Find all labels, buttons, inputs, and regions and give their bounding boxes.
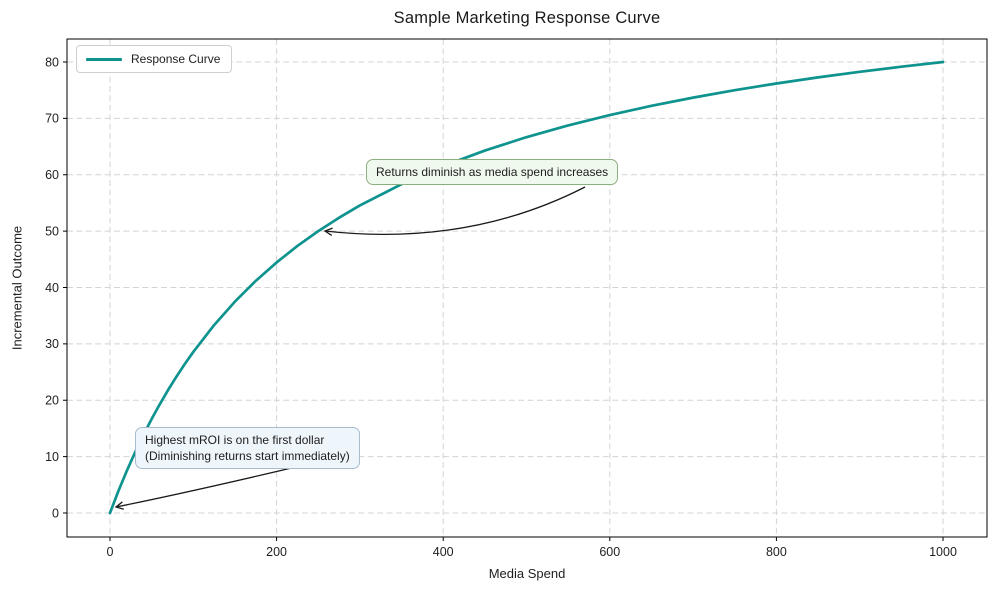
svg-text:0: 0: [107, 545, 114, 559]
plot-border: [66, 38, 988, 538]
y-axis-ticks: 0 10 20 30 40 50 60 70 80: [45, 55, 67, 520]
svg-text:20: 20: [45, 394, 59, 408]
legend-line-swatch: [86, 57, 122, 61]
svg-text:800: 800: [766, 545, 787, 559]
x-axis-label: Media Spend: [488, 566, 566, 581]
response-curve-line: [108, 60, 945, 515]
svg-text:80: 80: [45, 55, 59, 69]
annotation-arrows: [114, 186, 586, 510]
x-axis-ticks: 0 200 400 600 800 1000: [107, 537, 957, 559]
chart-title: Sample Marketing Response Curve: [393, 9, 661, 27]
grid: [67, 39, 987, 537]
annotation-diminishing-returns: Returns diminish as media spend increase…: [366, 159, 619, 185]
y-axis-label: Incremental Outcome: [9, 225, 25, 351]
svg-text:1000: 1000: [929, 545, 957, 559]
svg-text:400: 400: [433, 545, 454, 559]
svg-text:10: 10: [45, 450, 59, 464]
svg-text:200: 200: [266, 545, 287, 559]
legend: Response Curve: [76, 45, 233, 73]
svg-text:60: 60: [45, 168, 59, 182]
annotation-highest-mroi: Highest mROI is on the first dollar (Dim…: [135, 427, 360, 469]
svg-text:0: 0: [52, 506, 59, 520]
svg-text:40: 40: [45, 281, 59, 295]
svg-text:50: 50: [45, 224, 59, 238]
svg-text:600: 600: [599, 545, 620, 559]
svg-text:30: 30: [45, 337, 59, 351]
svg-text:70: 70: [45, 112, 59, 126]
legend-label: Response Curve: [131, 52, 221, 66]
